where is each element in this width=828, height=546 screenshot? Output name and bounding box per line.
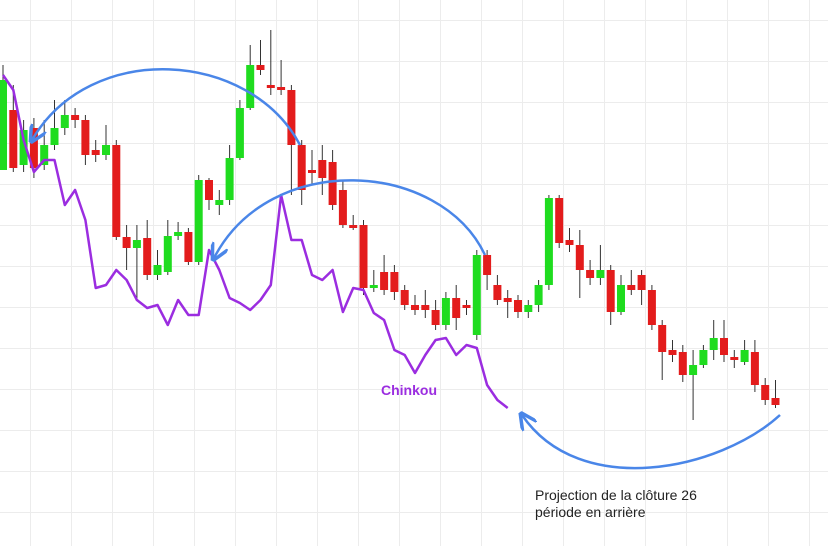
candle-body <box>441 298 450 325</box>
candle-body <box>534 285 543 305</box>
candle-body <box>400 290 409 305</box>
candle-body <box>246 65 255 108</box>
candle-body <box>308 170 316 173</box>
candle-body <box>359 225 368 288</box>
candle-body <box>668 350 677 355</box>
candle-body <box>637 275 646 290</box>
series-label: Chinkou <box>381 382 437 398</box>
candle-body <box>163 236 172 272</box>
candle-body <box>318 160 327 178</box>
candle-body <box>153 265 162 275</box>
candle-body <box>709 338 718 350</box>
candle-body <box>565 240 574 245</box>
arrow <box>214 179 487 258</box>
candle-body <box>555 198 564 243</box>
candle-body <box>184 232 193 262</box>
candle-body <box>29 128 38 168</box>
arrow <box>32 68 302 145</box>
candle-body <box>91 150 100 155</box>
annotation: Projection de la clôture 26 <box>535 487 697 503</box>
candle-body <box>596 270 605 278</box>
candle-body <box>575 245 584 270</box>
candle-body <box>678 352 687 375</box>
chinkou-line <box>1 74 509 409</box>
arrows <box>32 68 781 470</box>
candle-body <box>720 338 728 355</box>
plot <box>0 30 780 420</box>
candle-body <box>472 255 481 335</box>
candle-body <box>369 285 378 288</box>
annotation: période en arrière <box>535 504 646 520</box>
candle-body <box>493 285 502 300</box>
candle-body <box>194 180 203 262</box>
candle-body <box>740 350 749 362</box>
candle-body <box>390 272 399 292</box>
candle-body <box>287 90 296 145</box>
candle-body <box>143 238 152 275</box>
candle-body <box>647 290 656 325</box>
candle-body <box>9 110 18 168</box>
candle-body <box>19 130 28 165</box>
candle-body <box>699 350 708 365</box>
candle-body <box>606 270 615 312</box>
candle-body <box>627 285 636 290</box>
candle-body <box>689 365 698 375</box>
candle-body <box>462 305 471 308</box>
candle-body <box>277 87 286 90</box>
candle-body <box>617 285 625 312</box>
candle-body <box>60 115 69 128</box>
candle-body <box>771 398 780 405</box>
candle-body <box>452 298 461 318</box>
candle-body <box>421 305 430 310</box>
candle-body <box>297 145 306 190</box>
candle-body <box>102 145 110 155</box>
candle-body <box>328 162 337 205</box>
candle-body <box>225 158 234 200</box>
candle-body <box>266 85 275 88</box>
candle-body <box>71 115 80 120</box>
candle-body <box>544 198 553 285</box>
candle-body <box>40 145 49 165</box>
candle-body <box>132 240 141 248</box>
arrow <box>522 415 781 470</box>
candle-body <box>338 190 347 225</box>
candle-body <box>112 145 121 237</box>
candle-body <box>349 225 358 228</box>
candle-body <box>750 352 759 385</box>
candle-body <box>658 325 667 352</box>
candle-body <box>524 305 533 312</box>
candle-body <box>122 237 131 248</box>
candle-body <box>483 255 492 275</box>
candle-body <box>503 298 512 302</box>
candle-body <box>761 385 770 400</box>
candle-body <box>235 108 244 158</box>
candle-body <box>514 300 522 312</box>
candle-body <box>730 357 739 360</box>
candle-body <box>411 305 419 310</box>
candle-body <box>256 65 265 70</box>
candle-body <box>215 200 224 205</box>
candle-body <box>81 120 90 155</box>
candle-body <box>431 310 440 325</box>
candle-body <box>586 270 595 278</box>
candle-body <box>174 232 183 236</box>
candle-body <box>380 272 389 290</box>
candle-body <box>205 180 213 200</box>
candle-body <box>0 80 7 170</box>
candle-body <box>50 128 59 145</box>
